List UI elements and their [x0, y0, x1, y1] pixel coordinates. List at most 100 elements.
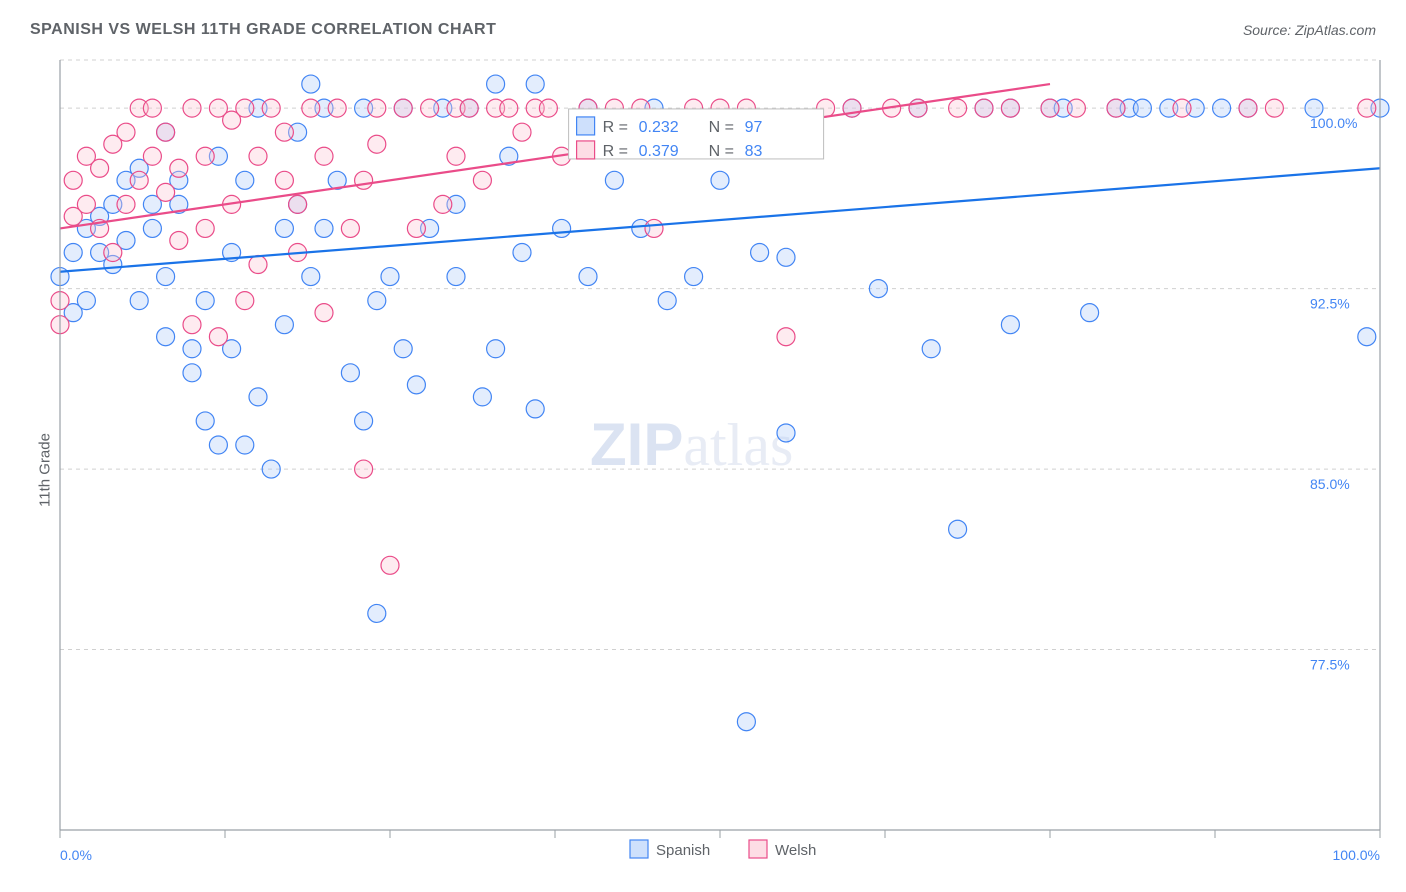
data-point	[157, 268, 175, 286]
data-point	[77, 292, 95, 310]
data-point	[394, 99, 412, 117]
data-point	[183, 316, 201, 334]
footer-legend-label: Welsh	[775, 842, 816, 859]
footer-legend-swatch	[749, 840, 767, 858]
data-point	[170, 159, 188, 177]
data-point	[64, 244, 82, 262]
data-point	[579, 268, 597, 286]
data-point	[1041, 99, 1059, 117]
data-point	[949, 520, 967, 538]
source-label: Source: ZipAtlas.com	[1243, 22, 1376, 38]
data-point	[341, 364, 359, 382]
data-point	[183, 340, 201, 358]
data-point	[143, 219, 161, 237]
data-point	[209, 328, 227, 346]
data-point	[262, 99, 280, 117]
data-point	[236, 99, 254, 117]
data-point	[407, 219, 425, 237]
data-point	[473, 171, 491, 189]
data-point	[183, 99, 201, 117]
legend-swatch	[577, 117, 595, 135]
data-point	[262, 460, 280, 478]
data-point	[368, 292, 386, 310]
footer-legend-label: Spanish	[656, 842, 710, 859]
y-tick-label: 77.5%	[1310, 657, 1350, 673]
data-point	[421, 99, 439, 117]
scatter-chart: ZIPatlas0.0%100.0%77.5%85.0%92.5%100.0%R…	[0, 50, 1406, 890]
data-point	[513, 244, 531, 262]
data-point	[275, 219, 293, 237]
data-point	[157, 183, 175, 201]
data-point	[1173, 99, 1191, 117]
data-point	[526, 400, 544, 418]
data-point	[249, 256, 267, 274]
data-point	[77, 195, 95, 213]
data-point	[751, 244, 769, 262]
data-point	[302, 99, 320, 117]
svg-text:0.379: 0.379	[639, 143, 679, 160]
data-point	[777, 424, 795, 442]
data-point	[1001, 316, 1019, 334]
data-point	[117, 123, 135, 141]
data-point	[157, 123, 175, 141]
footer-legend-swatch	[630, 840, 648, 858]
data-point	[711, 171, 729, 189]
data-point	[209, 436, 227, 454]
data-point	[949, 99, 967, 117]
data-point	[341, 219, 359, 237]
chart-title: SPANISH VS WELSH 11TH GRADE CORRELATION …	[30, 21, 496, 39]
data-point	[196, 219, 214, 237]
data-point	[539, 99, 557, 117]
data-point	[91, 159, 109, 177]
data-point	[381, 556, 399, 574]
data-point	[447, 268, 465, 286]
data-point	[513, 123, 531, 141]
data-point	[605, 171, 623, 189]
data-point	[487, 75, 505, 93]
data-point	[64, 171, 82, 189]
data-point	[143, 99, 161, 117]
x-tick-label: 100.0%	[1333, 847, 1380, 863]
data-point	[157, 328, 175, 346]
data-point	[183, 364, 201, 382]
svg-text:83: 83	[745, 143, 763, 160]
data-point	[130, 292, 148, 310]
svg-text:97: 97	[745, 119, 763, 136]
data-point	[117, 195, 135, 213]
data-point	[275, 171, 293, 189]
svg-text:ZIPatlas: ZIPatlas	[590, 411, 793, 478]
data-point	[553, 219, 571, 237]
svg-text:0.232: 0.232	[639, 119, 679, 136]
data-point	[368, 135, 386, 153]
data-point	[355, 171, 373, 189]
svg-text:N =: N =	[709, 143, 734, 160]
svg-text:N =: N =	[709, 119, 734, 136]
data-point	[473, 388, 491, 406]
y-tick-label: 100.0%	[1310, 115, 1357, 131]
data-point	[170, 231, 188, 249]
data-point	[196, 292, 214, 310]
data-point	[1239, 99, 1257, 117]
data-point	[1213, 99, 1231, 117]
data-point	[289, 195, 307, 213]
data-point	[1001, 99, 1019, 117]
data-point	[394, 340, 412, 358]
data-point	[869, 280, 887, 298]
data-point	[487, 340, 505, 358]
data-point	[460, 99, 478, 117]
data-point	[407, 376, 425, 394]
data-point	[685, 268, 703, 286]
data-point	[645, 219, 663, 237]
svg-text:R =: R =	[603, 119, 628, 136]
data-point	[1081, 304, 1099, 322]
data-point	[658, 292, 676, 310]
data-point	[355, 460, 373, 478]
data-point	[236, 436, 254, 454]
data-point	[368, 99, 386, 117]
data-point	[355, 412, 373, 430]
data-point	[328, 99, 346, 117]
legend-swatch	[577, 141, 595, 159]
svg-text:R =: R =	[603, 143, 628, 160]
data-point	[368, 604, 386, 622]
data-point	[526, 75, 544, 93]
